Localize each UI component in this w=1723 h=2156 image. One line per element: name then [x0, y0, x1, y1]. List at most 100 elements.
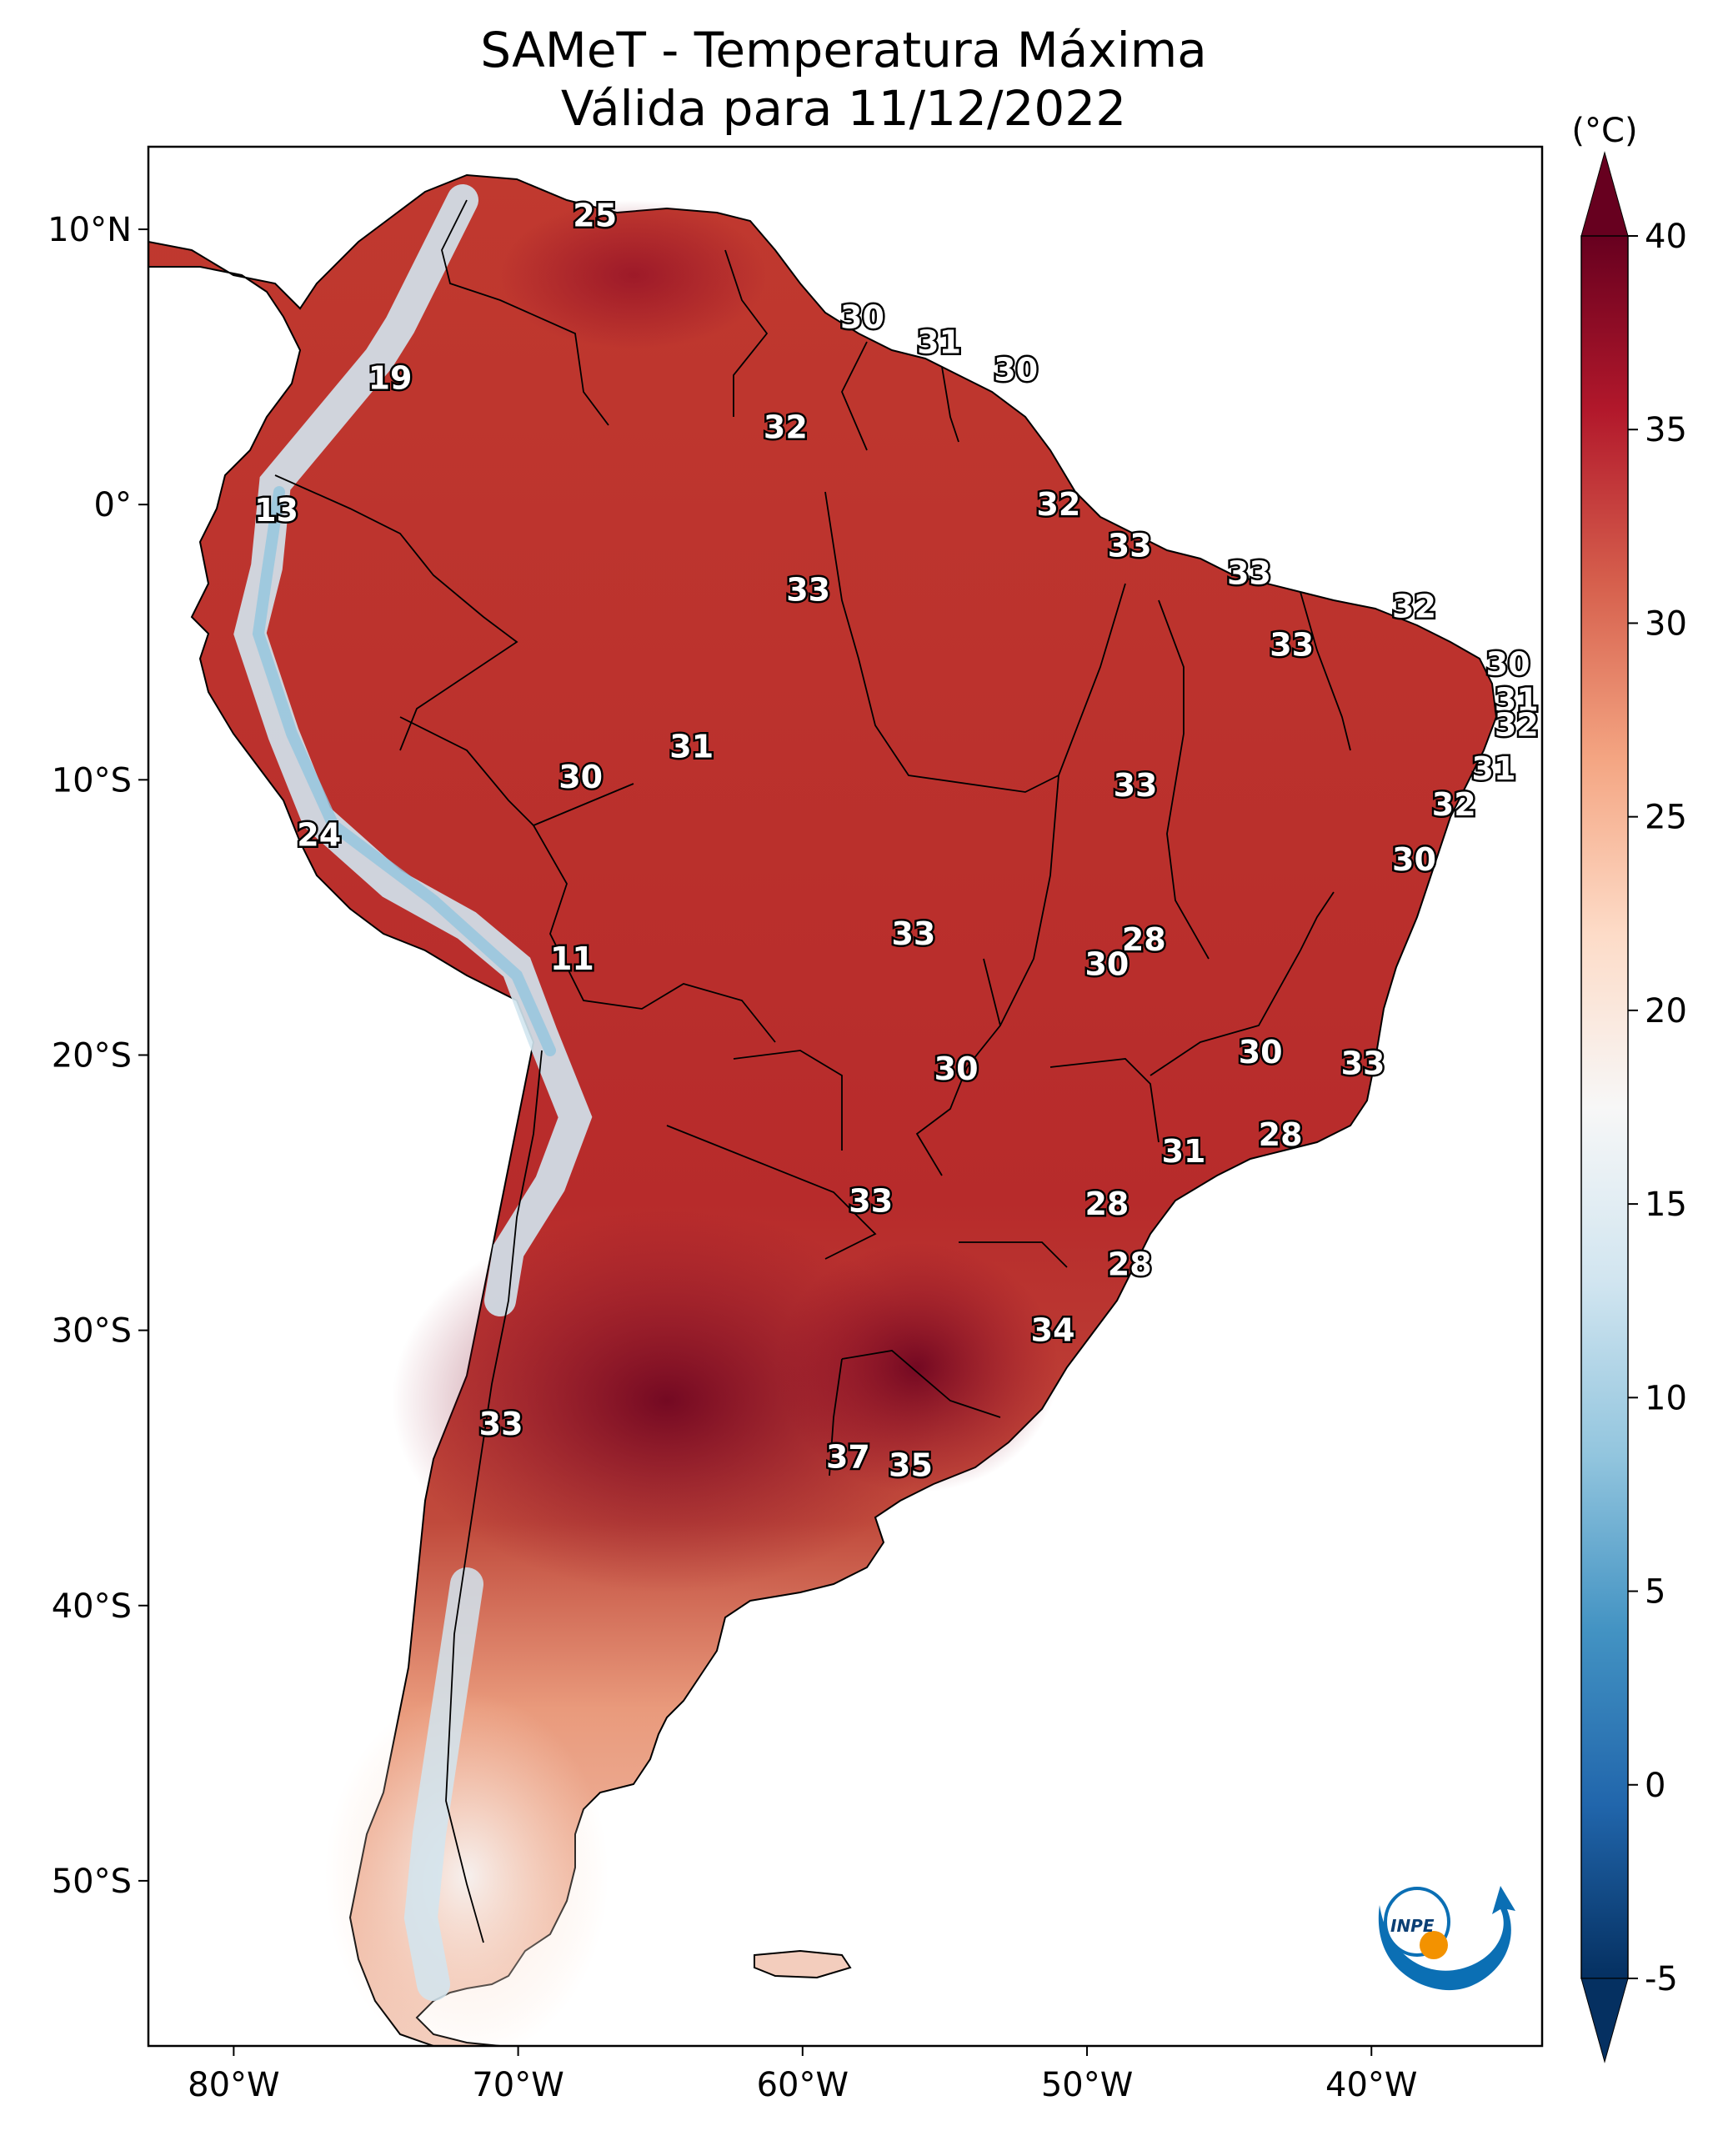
colorbar-tick-label: 30: [1645, 604, 1687, 643]
city-value-label: 32: [764, 409, 808, 446]
city-value-label: 19: [368, 359, 413, 396]
city-value-label: 30: [840, 299, 884, 336]
city-value-label: 31: [1162, 1133, 1206, 1170]
andes-cold-band: [233, 184, 593, 1316]
latitude-tick-labels: 10°N 0° 10°S 20°S 30°S 40°S 50°S: [48, 211, 148, 1901]
border-brazil-states-4: [1300, 591, 1351, 751]
colorbar-tick-label: 0: [1645, 1767, 1665, 1805]
country-borders: [274, 199, 1351, 1943]
border-guyana-suriname: [841, 341, 868, 451]
heat-core-north: [500, 200, 767, 350]
border-bolivia-paraguay: [733, 1050, 843, 1151]
border-brazil-states-8: [1150, 891, 1335, 1076]
city-value-label: 31: [669, 729, 714, 765]
lon-tick-label: 80°W: [188, 2066, 279, 2104]
border-brazil-states-6: [1049, 1058, 1160, 1143]
colorbar-tick-label: -5: [1645, 1960, 1678, 1998]
border-brazil-bolivia: [533, 825, 776, 1043]
colorbar-tick-label: 15: [1645, 1186, 1687, 1224]
falklands: [754, 1949, 852, 1979]
colorbar-top-extension: [1580, 151, 1629, 237]
city-value-label: 13: [254, 492, 298, 529]
logo-text: INPE: [1390, 1916, 1435, 1936]
border-brazil-states-7: [959, 1241, 1068, 1268]
heat-core-rs: [775, 1242, 1059, 1492]
city-value-label: 34: [1031, 1312, 1075, 1349]
lat-tick-label: 20°S: [52, 1036, 132, 1075]
city-value-label: 28: [1259, 1116, 1303, 1153]
colorbar-tick-label: 10: [1645, 1379, 1687, 1417]
city-value-label: 31: [917, 323, 961, 360]
map-frame: [147, 145, 1544, 2048]
city-value-label: 11: [550, 940, 594, 977]
border-colombia-ecuador-peru: [274, 474, 518, 751]
border-brazil-states-5: [915, 958, 1001, 1176]
city-value-label: 28: [1084, 1186, 1129, 1222]
city-value-label: 28: [1122, 921, 1166, 958]
colorbar-unit-label: (°C): [1571, 112, 1637, 150]
city-value-label: 30: [994, 351, 1038, 388]
border-argentina-chile: [445, 1050, 543, 1943]
city-value-label: 30: [1486, 646, 1530, 683]
city-value-label: 30: [1084, 946, 1129, 983]
city-value-label: 33: [786, 572, 830, 609]
colorbar-tick-label: 35: [1645, 411, 1687, 449]
border-brazil-states-1: [824, 491, 1059, 793]
city-value-label: 30: [934, 1050, 979, 1087]
city-value-label: 28: [1108, 1246, 1152, 1282]
city-value-label: 35: [889, 1447, 933, 1483]
longitude-tick-labels: 80°W 70°W 60°W 50°W 40°W: [188, 2046, 1417, 2104]
city-value-label: 24: [297, 816, 341, 853]
lon-tick-label: 50°W: [1041, 2066, 1133, 2104]
lon-tick-label: 70°W: [472, 2066, 563, 2104]
city-value-label: 31: [1495, 682, 1539, 719]
colorbar-bottom-extension: [1580, 1978, 1629, 2063]
city-value-label: 33: [1341, 1045, 1385, 1081]
border-suriname-guiana: [941, 366, 959, 443]
city-value-label: 30: [1239, 1034, 1283, 1070]
lat-tick-label: 10°N: [48, 211, 132, 249]
city-value-label: 33: [1114, 767, 1158, 804]
lon-tick-label: 60°W: [757, 2066, 849, 2104]
city-value-label: 33: [479, 1406, 523, 1442]
city-value-label: 30: [1392, 841, 1436, 878]
lat-tick-label: 50°S: [52, 1863, 132, 1901]
colorbar-tick-label: 20: [1645, 992, 1687, 1030]
south-america-landmass: [148, 173, 1498, 2046]
border-brazil-uruguay: [841, 1350, 1001, 1418]
city-value-label: 33: [1270, 627, 1314, 664]
lon-tick-label: 40°W: [1325, 2066, 1417, 2104]
city-value-label: 32: [1432, 786, 1476, 823]
lat-tick-label: 10°S: [52, 761, 132, 800]
border-venezuela-guyana: [724, 249, 769, 417]
border-argentina-uruguay: [829, 1358, 843, 1477]
colorbar: (°C) 40 35 30 25 20 15 10 5 0 -5: [1571, 112, 1687, 2063]
city-value-label: 25: [573, 198, 617, 234]
map-title-line1: SAMeT - Temperatura Máxima: [480, 22, 1207, 78]
border-colombia-venezuela: [441, 199, 609, 426]
city-value-label: 32: [1036, 486, 1080, 523]
border-peru-brazil: [399, 716, 634, 827]
city-value-label: 33: [891, 915, 935, 952]
cool-patagonia: [325, 1692, 609, 2046]
lat-tick-label: 30°S: [52, 1312, 132, 1351]
colorbar-body: [1580, 235, 1629, 1979]
city-value-label: 33: [849, 1182, 893, 1219]
andes-cold-core: [252, 486, 556, 1056]
map-title-line2: Válida para 11/12/2022: [561, 80, 1126, 137]
colorbar-tick-label: 40: [1645, 218, 1687, 256]
land-shape: [148, 173, 1498, 2046]
city-value-label: 37: [826, 1438, 870, 1475]
border-paraguay-argentina: [666, 1125, 877, 1260]
city-value-label: 30: [558, 759, 603, 795]
patagonia-cold-band: [403, 1567, 483, 2001]
logo-ring: [1384, 1887, 1450, 1957]
border-brazil-states-3: [1158, 599, 1210, 960]
logo-sun: [1420, 1931, 1448, 1959]
inpe-logo: INPE: [1378, 1886, 1515, 1991]
city-value-label: 32: [1392, 588, 1436, 624]
colorbar-tick-label: 5: [1645, 1573, 1665, 1612]
colorbar-tick-label: 25: [1645, 799, 1687, 837]
